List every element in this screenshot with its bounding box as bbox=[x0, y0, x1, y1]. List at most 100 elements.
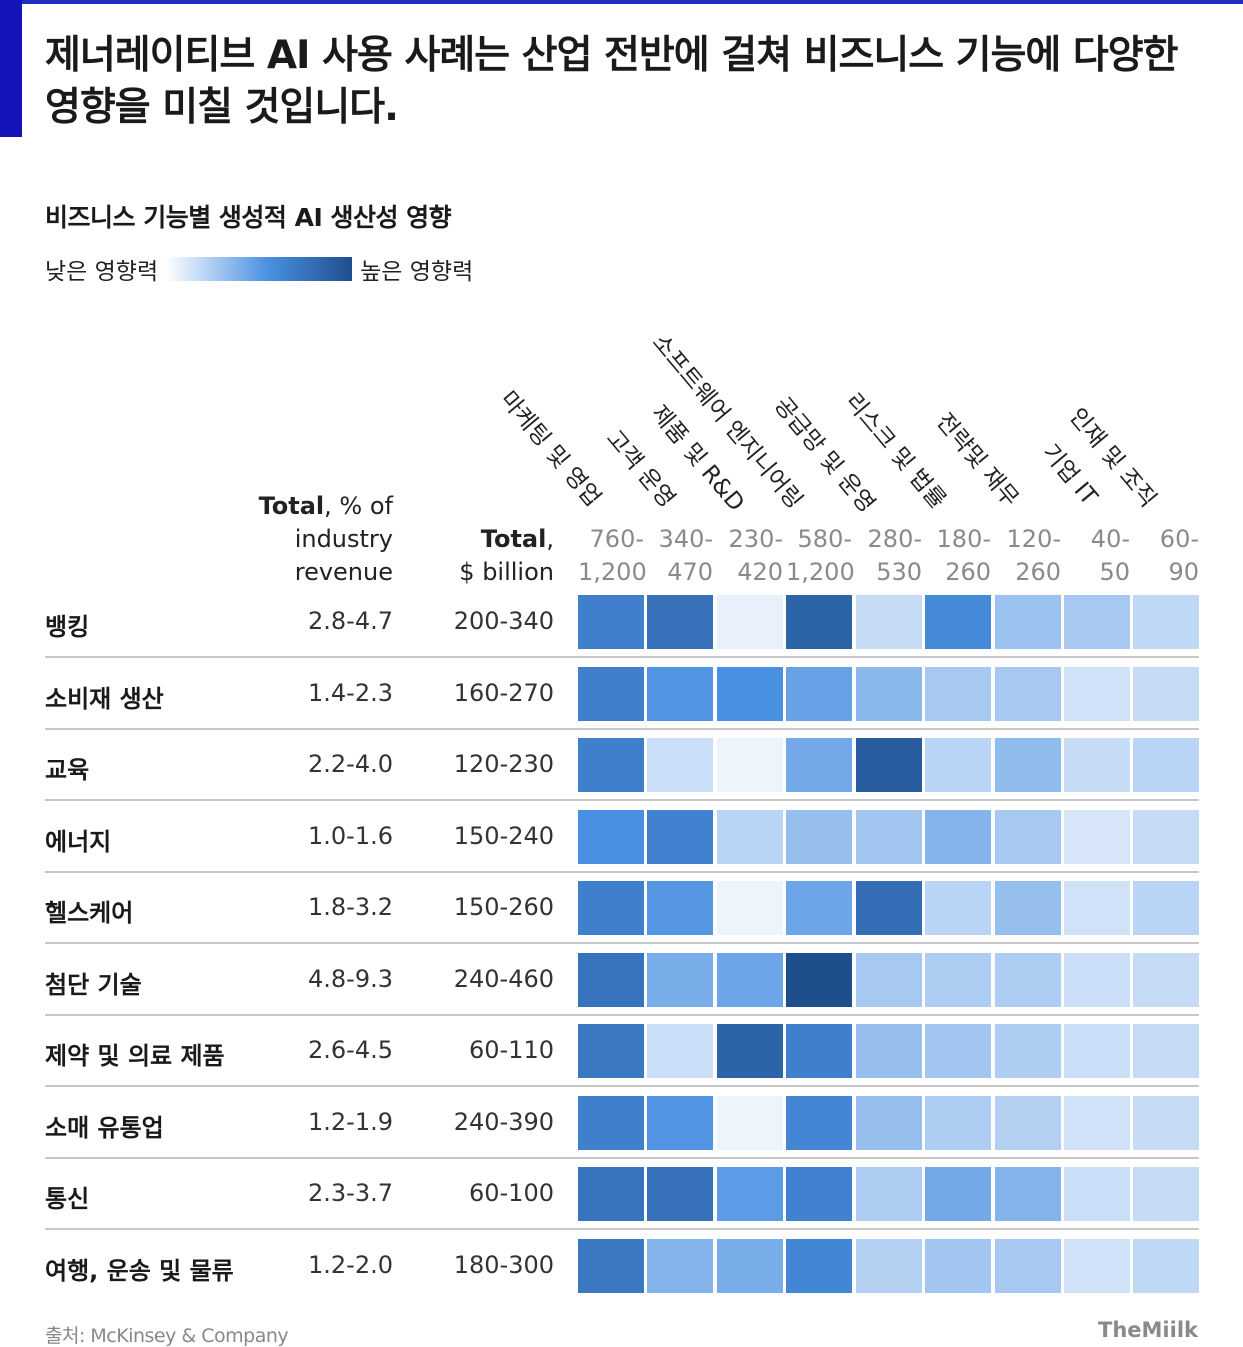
column-range-bottom: 1,200 bbox=[786, 558, 855, 586]
heatmap-cell bbox=[995, 738, 1061, 792]
header-revenue-line3: revenue bbox=[294, 558, 393, 586]
column-range-top: 180- bbox=[936, 525, 991, 553]
column-range: 760- 1,200 bbox=[578, 523, 647, 589]
heatmap-cell bbox=[647, 881, 713, 935]
heatmap-cell bbox=[1133, 881, 1199, 935]
heatmap-cell bbox=[1133, 666, 1199, 721]
headline: 제너레이티브 AI 사용 사례는 산업 전반에 걸쳐 비즈니스 기능에 다양한 … bbox=[45, 33, 1179, 130]
column-range: 230- 420 bbox=[717, 523, 783, 589]
heatmap-cell bbox=[786, 1095, 852, 1150]
column-range-top: 120- bbox=[1006, 525, 1061, 553]
row-revenue-pct: 2.6-4.5 bbox=[308, 1036, 393, 1064]
column-range: 340- 470 bbox=[647, 523, 713, 589]
heatmap-cell bbox=[578, 809, 644, 864]
column-range-top: 580- bbox=[797, 525, 852, 553]
heatmap-cell bbox=[995, 595, 1061, 649]
row-label: 여행, 운송 및 물류 bbox=[45, 1256, 234, 1285]
heatmap-cell bbox=[995, 881, 1061, 935]
heatmap-cell bbox=[647, 1238, 713, 1293]
column-range-bottom: 50 bbox=[1099, 558, 1130, 586]
chart-title: 비즈니스 기능별 생성적 AI 생산성 영향 bbox=[45, 203, 452, 232]
column-range: 40- 50 bbox=[1064, 523, 1130, 589]
heatmap-cell bbox=[1133, 1167, 1199, 1221]
column-label: 마케팅 및 영업 bbox=[494, 386, 606, 512]
row-label: 소매 유통업 bbox=[45, 1113, 164, 1142]
heatmap-cell bbox=[1064, 666, 1130, 721]
heatmap-cell bbox=[856, 809, 922, 864]
heatmap-cell bbox=[647, 738, 713, 792]
heatmap-cell bbox=[995, 952, 1061, 1007]
heatmap-cell bbox=[717, 952, 783, 1007]
heatmap-cell bbox=[786, 666, 852, 721]
legend-gradient bbox=[166, 257, 353, 281]
row-separator bbox=[45, 727, 1199, 730]
heatmap-cell bbox=[578, 952, 644, 1007]
heatmap-cell bbox=[578, 1024, 644, 1078]
heatmap-cell bbox=[1064, 738, 1130, 792]
heatmap-cell bbox=[786, 738, 852, 792]
column-range-top: 60- bbox=[1159, 525, 1199, 553]
column-range-top: 280- bbox=[867, 525, 922, 553]
heatmap-cell bbox=[578, 881, 644, 935]
heatmap-cell bbox=[786, 1238, 852, 1293]
column-range: 280- 530 bbox=[856, 523, 922, 589]
heatmap-cell bbox=[647, 809, 713, 864]
row-total-bn: 240-460 bbox=[453, 964, 554, 993]
column-range: 180- 260 bbox=[925, 523, 991, 589]
heatmap-cell bbox=[856, 1095, 922, 1150]
heatmap-cell bbox=[647, 1024, 713, 1078]
row-separator bbox=[45, 870, 1199, 873]
heatmap-cell bbox=[717, 809, 783, 864]
row-total-bn: 180-300 bbox=[453, 1250, 554, 1279]
heatmap-cell bbox=[925, 881, 991, 935]
row-label: 에너지 bbox=[45, 827, 112, 856]
row-separator bbox=[45, 1013, 1199, 1016]
legend: 낮은 영향력 높은 영향력 bbox=[45, 254, 474, 285]
row-separator bbox=[45, 942, 1199, 944]
column-range-top: 340- bbox=[658, 525, 713, 553]
header-revenue-line1: , % of bbox=[324, 492, 393, 520]
header-total-line2: $ billion bbox=[459, 558, 554, 586]
heatmap-cell bbox=[647, 1095, 713, 1150]
heatmap-cell bbox=[1133, 1024, 1199, 1078]
row-total-bn: 120-230 bbox=[453, 750, 554, 778]
column-range-bottom: 470 bbox=[667, 558, 713, 586]
legend-high-label: 높은 영향력 bbox=[360, 259, 474, 285]
heatmap-cell bbox=[647, 666, 713, 721]
row-label: 소비재 생산 bbox=[45, 684, 164, 713]
heatmap-cell bbox=[647, 952, 713, 1007]
row-revenue-pct: 1.0-1.6 bbox=[308, 821, 393, 850]
heatmap-cell bbox=[925, 738, 991, 792]
row-total-bn: 200-340 bbox=[453, 607, 554, 635]
heatmap-cell bbox=[856, 952, 922, 1007]
row-total-bn: 160-270 bbox=[453, 678, 554, 707]
heatmap-cell bbox=[1064, 952, 1130, 1007]
heatmap-cell bbox=[856, 1238, 922, 1293]
row-revenue-pct: 1.8-3.2 bbox=[308, 893, 393, 921]
heatmap-cell bbox=[717, 666, 783, 721]
heatmap-cell bbox=[1064, 1238, 1130, 1293]
row-total-bn: 150-240 bbox=[453, 821, 554, 850]
heatmap-cell bbox=[925, 1238, 991, 1293]
heatmap-cell bbox=[856, 738, 922, 792]
row-separator bbox=[45, 1156, 1199, 1159]
column-range: 60- 90 bbox=[1133, 523, 1199, 589]
brand-logo: TheMiilk bbox=[1098, 1318, 1198, 1342]
row-label: 제약 및 의료 제품 bbox=[45, 1042, 225, 1070]
heatmap-cell bbox=[647, 1167, 713, 1221]
row-separator bbox=[45, 1085, 1199, 1087]
heatmap-cell bbox=[647, 595, 713, 649]
heatmap-cell bbox=[856, 595, 922, 649]
column-range-top: 40- bbox=[1090, 525, 1130, 553]
heatmap-cell bbox=[717, 1238, 783, 1293]
heatmap-cell bbox=[995, 1095, 1061, 1150]
row-revenue-pct: 2.3-3.7 bbox=[308, 1179, 393, 1207]
heatmap-cell bbox=[856, 666, 922, 721]
heatmap-cell bbox=[856, 1167, 922, 1221]
headline-accent-bar bbox=[0, 0, 22, 137]
heatmap-cell bbox=[925, 1167, 991, 1221]
heatmap-cell bbox=[717, 1167, 783, 1221]
header-total-line1: , bbox=[546, 525, 554, 553]
heatmap-cell bbox=[578, 1238, 644, 1293]
row-label: 통신 bbox=[45, 1185, 90, 1213]
